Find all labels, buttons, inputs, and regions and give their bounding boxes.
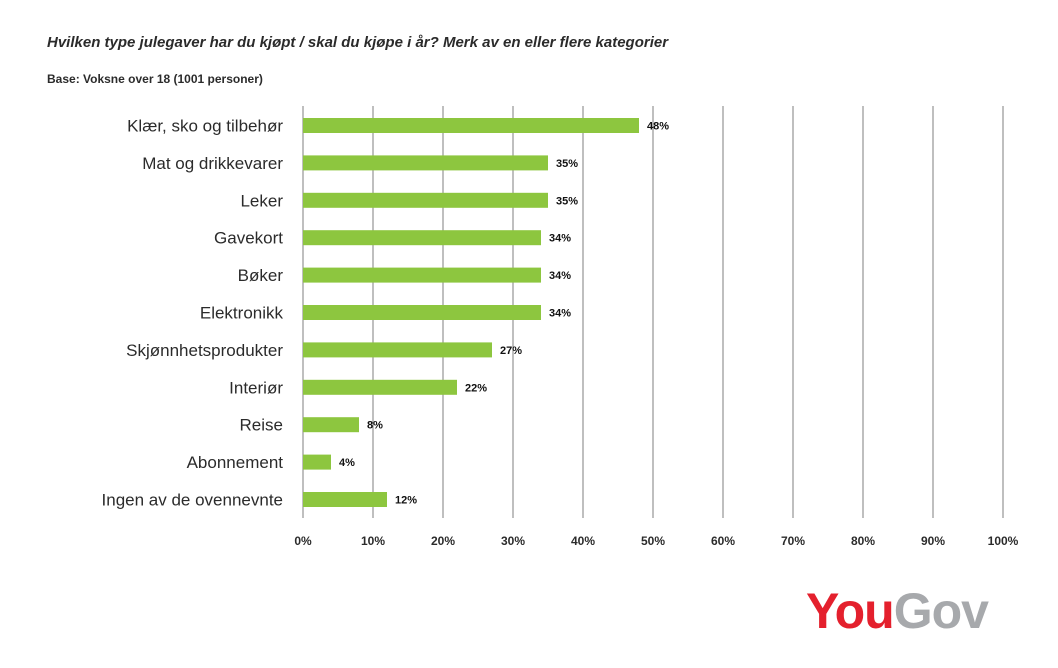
bar	[303, 230, 541, 246]
x-tick-label: 40%	[571, 534, 595, 548]
bar	[303, 417, 359, 433]
x-tick-label: 100%	[988, 534, 1019, 548]
category-label: Reise	[240, 416, 283, 435]
category-label: Skjønnhetsprodukter	[126, 341, 283, 360]
data-label: 34%	[549, 270, 571, 282]
data-label: 35%	[556, 195, 578, 207]
x-tick-label: 70%	[781, 534, 805, 548]
bar	[303, 492, 387, 507]
category-label: Gavekort	[214, 229, 283, 248]
x-tick-label: 10%	[361, 534, 385, 548]
data-label: 48%	[647, 121, 669, 133]
data-label: 8%	[367, 420, 383, 432]
bar	[303, 305, 541, 320]
chart-title: Hvilken type julegaver har du kjøpt / sk…	[47, 34, 669, 51]
chart-subtitle: Base: Voksne over 18 (1001 personer)	[47, 72, 263, 86]
data-label: 4%	[339, 457, 355, 469]
logo-you: You	[806, 583, 895, 639]
x-tick-label: 80%	[851, 534, 875, 548]
data-label: 34%	[549, 308, 571, 320]
category-label: Interiør	[229, 378, 283, 397]
category-label: Bøker	[238, 266, 284, 285]
bar	[303, 267, 541, 283]
x-tick-label: 30%	[501, 534, 525, 548]
data-label: 35%	[556, 158, 578, 170]
bar	[303, 192, 548, 208]
category-label: Leker	[240, 191, 283, 210]
category-label: Mat og drikkevarer	[142, 154, 283, 173]
logo-gov: Gov	[893, 583, 989, 639]
x-tick-label: 60%	[711, 534, 735, 548]
data-label: 22%	[465, 382, 487, 394]
category-label: Klær, sko og tilbehør	[127, 117, 283, 136]
x-tick-label: 0%	[294, 534, 312, 548]
data-label: 27%	[500, 345, 522, 357]
x-tick-label: 50%	[641, 534, 665, 548]
bar	[303, 155, 548, 171]
category-label: Abonnement	[187, 453, 284, 472]
bar	[303, 118, 639, 133]
category-label: Elektronikk	[200, 304, 284, 323]
x-tick-label: 20%	[431, 534, 455, 548]
bar	[303, 379, 457, 395]
data-label: 12%	[395, 495, 417, 507]
category-label: Ingen av de ovennevnte	[102, 491, 283, 510]
bar	[303, 454, 331, 470]
yougov-logo: YouGov	[806, 583, 989, 639]
data-label: 34%	[549, 233, 571, 245]
bar	[303, 342, 492, 358]
x-tick-label: 90%	[921, 534, 945, 548]
